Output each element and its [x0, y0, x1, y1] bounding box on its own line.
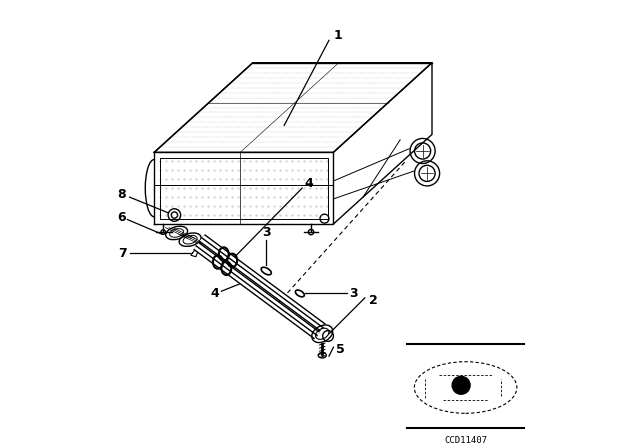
Circle shape	[452, 376, 470, 394]
Text: 2: 2	[369, 293, 378, 307]
Text: 4: 4	[305, 177, 313, 190]
Text: 1: 1	[333, 29, 342, 43]
Text: 4: 4	[211, 287, 219, 300]
Text: 7: 7	[118, 246, 127, 260]
Text: 8: 8	[118, 188, 126, 202]
Text: 3: 3	[262, 226, 271, 240]
Text: CCD11407: CCD11407	[444, 436, 487, 445]
Text: 5: 5	[336, 343, 344, 356]
Text: 6: 6	[117, 211, 126, 224]
Text: 3: 3	[349, 287, 358, 300]
